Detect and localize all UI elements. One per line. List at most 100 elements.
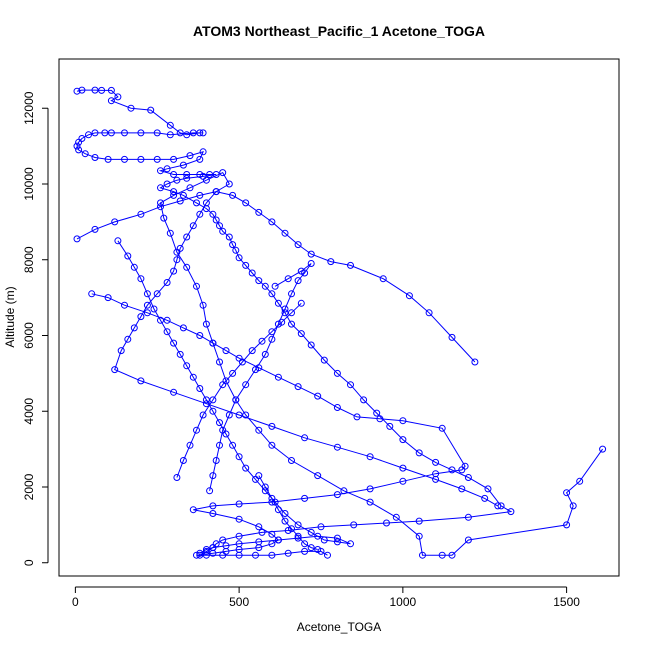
data-point [176,129,184,137]
data-point [235,411,243,419]
data-point [166,131,174,139]
data-point [494,502,502,510]
data-point [179,324,187,332]
data-point [173,474,181,481]
data-point [448,466,456,474]
data-point [268,335,276,343]
data-point [392,513,400,521]
data-point [281,510,289,517]
data-point [196,332,204,339]
data-point [301,434,309,442]
data-point [111,218,119,226]
data-point [274,299,282,307]
data-point [206,171,214,178]
data-point [143,301,151,309]
data-point [225,233,233,241]
data-point [189,222,197,230]
data-point [160,214,168,222]
data-point [294,521,302,529]
data-point [137,377,145,385]
data-point [196,210,204,218]
data-point [248,269,256,277]
data-point [176,244,184,252]
series-8 [255,472,322,553]
data-point [274,320,282,328]
data-point [347,540,354,548]
data-point [114,237,122,245]
data-point [219,426,227,434]
x-axis: 0 500 1000 1500 [72,586,580,609]
data-point [199,301,207,309]
data-point [252,551,259,559]
data-point [271,282,279,290]
data-point [563,489,571,497]
data-point [216,222,223,230]
data-point [163,180,171,188]
data-point [157,316,164,324]
data-point [202,176,210,184]
data-point [202,320,210,328]
chart-title: ATOM3 Northeast_Pacific_1 Acetone_TOGA [193,23,485,39]
data-point [347,261,354,269]
data-point [232,396,240,404]
series-line [76,191,476,363]
data-point [294,534,302,542]
data-point [88,290,96,298]
data-point [173,256,181,264]
data-point [137,129,145,137]
data-point [193,426,200,434]
data-point [255,538,263,546]
x-tick-label: 0 [72,595,79,609]
data-point [379,275,387,283]
data-point [163,328,171,336]
data-point [150,305,158,313]
data-point [101,129,109,137]
data-point [143,290,151,298]
data-point [124,252,132,260]
data-point [75,146,83,154]
data-point [104,294,112,302]
data-point [268,422,276,430]
data-point [301,540,309,548]
y-tick-label: 8000 [22,246,36,273]
data-point [255,208,263,216]
data-point [599,445,607,453]
data-point [242,199,250,207]
data-point [307,544,315,552]
data-point [373,409,381,417]
data-point [242,411,250,419]
data-point [73,235,81,243]
data-point [98,86,106,94]
data-point [179,457,187,464]
data-point [107,86,115,94]
data-point [170,171,178,178]
data-point [222,347,230,355]
data-point [209,510,217,517]
data-point [242,261,250,269]
data-point [157,199,164,207]
data-point [157,167,164,175]
series-line [117,240,351,554]
data-point [333,404,341,411]
data-point [127,104,135,112]
data-point [399,464,407,472]
data-point [209,502,217,510]
data-point [170,155,178,163]
data-point [360,396,368,404]
data-point [333,491,341,499]
y-axis-label: Altitude (m) [3,286,17,347]
data-point [448,333,456,341]
data-point [405,292,413,300]
data-point [193,199,200,207]
data-point [333,369,341,377]
data-point [209,544,217,552]
data-point [268,218,276,226]
series-line [258,475,318,550]
data-point [284,527,292,534]
data-point [314,532,322,540]
data-point [202,546,210,553]
data-point [235,532,243,540]
data-point [255,426,263,434]
data-point [186,184,194,192]
data-point [458,466,466,474]
